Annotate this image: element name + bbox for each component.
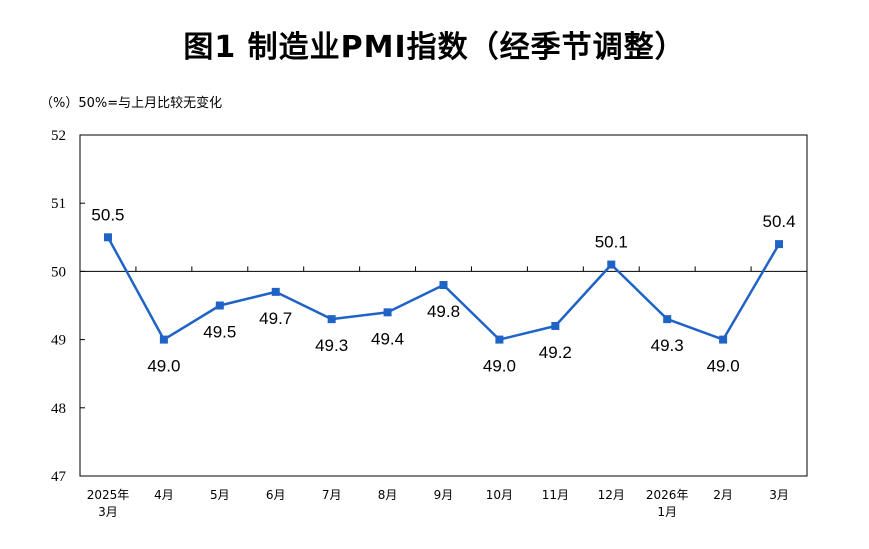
data-label: 49.0	[483, 357, 516, 376]
data-point	[159, 335, 168, 344]
y-axis-unit-note: （%）50%=与上月比较无变化	[40, 96, 223, 111]
x-tick-label: 2026年	[646, 488, 689, 502]
data-label: 49.7	[259, 309, 292, 328]
y-tick-label: 49	[51, 333, 66, 349]
data-label: 49.0	[147, 357, 180, 376]
data-point	[383, 308, 392, 317]
y-tick-label: 52	[51, 128, 66, 144]
y-tick-label: 51	[51, 196, 66, 212]
x-tick-label: 2月	[713, 488, 733, 502]
x-tick-label: 6月	[266, 488, 286, 502]
data-label: 49.5	[203, 323, 236, 342]
y-tick-label: 48	[51, 401, 66, 417]
x-tick-label: 4月	[154, 488, 174, 502]
data-point	[551, 321, 560, 330]
data-label: 49.3	[651, 336, 684, 355]
data-point	[607, 260, 616, 269]
data-label: 50.1	[595, 233, 628, 252]
data-label: 49.0	[707, 357, 740, 376]
data-point	[327, 315, 336, 324]
data-label: 49.2	[539, 343, 572, 362]
x-tick-label: 12月	[598, 488, 625, 502]
x-tick-label: 2025年	[87, 488, 130, 502]
y-tick-label: 50	[51, 264, 66, 280]
x-tick-label: 9月	[434, 488, 454, 502]
data-label: 49.4	[371, 329, 404, 348]
data-point	[663, 315, 672, 324]
y-tick-label: 47	[51, 469, 67, 485]
data-label: 49.3	[315, 336, 348, 355]
data-label: 50.4	[762, 212, 795, 231]
x-tick-label: 3月	[769, 488, 789, 502]
data-point	[215, 301, 224, 310]
data-point	[439, 281, 448, 290]
x-tick-label: 5月	[210, 488, 230, 502]
data-point	[719, 335, 728, 344]
x-tick-label: 7月	[322, 488, 342, 502]
data-point	[495, 335, 504, 344]
data-label: 50.5	[91, 205, 124, 224]
x-tick-label: 3月	[98, 505, 118, 519]
x-tick-label: 1月	[657, 505, 677, 519]
x-tick-label: 8月	[378, 488, 398, 502]
data-point	[103, 233, 112, 242]
chart-title: 图1 制造业PMI指数（经季节调整）	[183, 30, 686, 65]
data-point	[775, 240, 784, 249]
data-label: 49.8	[427, 302, 460, 321]
x-tick-label: 10月	[486, 488, 513, 502]
plot-frame	[79, 134, 808, 477]
data-point	[271, 287, 280, 296]
x-tick-label: 11月	[542, 488, 569, 502]
